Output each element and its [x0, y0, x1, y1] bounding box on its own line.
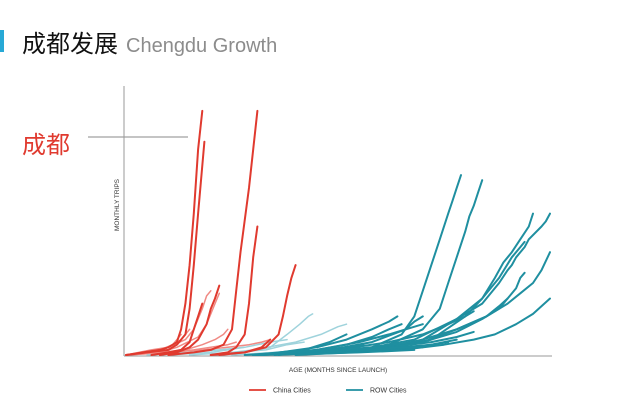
title-chinese: 成都发展	[22, 30, 118, 58]
title-accent-bar	[0, 30, 4, 52]
series-line-china-4	[209, 225, 259, 356]
y-axis-label: MONTHLY TRIPS	[114, 178, 121, 231]
legend: China Cities ROW Cities	[249, 388, 407, 395]
series-line-row-19	[252, 212, 551, 356]
series-line-row-39	[243, 343, 365, 356]
series-line-china-8	[218, 338, 272, 356]
series-layer	[125, 109, 551, 356]
series-line-china-1	[125, 109, 204, 356]
series-line-china-5	[150, 302, 204, 356]
series-line-china-6	[158, 284, 221, 356]
page-title: 成都发展 Chengdu Growth	[22, 24, 277, 59]
series-line-china-7	[209, 264, 297, 356]
series-line-china-3	[167, 109, 259, 356]
series-line-row-24	[294, 297, 551, 356]
legend-label-row: ROW Cities	[370, 388, 407, 395]
series-line-row-36	[252, 348, 416, 356]
legend-label-china: China Cities	[273, 388, 311, 395]
chengdu-callout-label: 成都	[22, 131, 70, 159]
title-english: Chengdu Growth	[126, 35, 278, 57]
series-line-china-2	[125, 140, 206, 356]
series-line-row-16	[252, 174, 462, 356]
x-axis-label: AGE (MONTHS SINCE LAUNCH)	[289, 367, 387, 374]
